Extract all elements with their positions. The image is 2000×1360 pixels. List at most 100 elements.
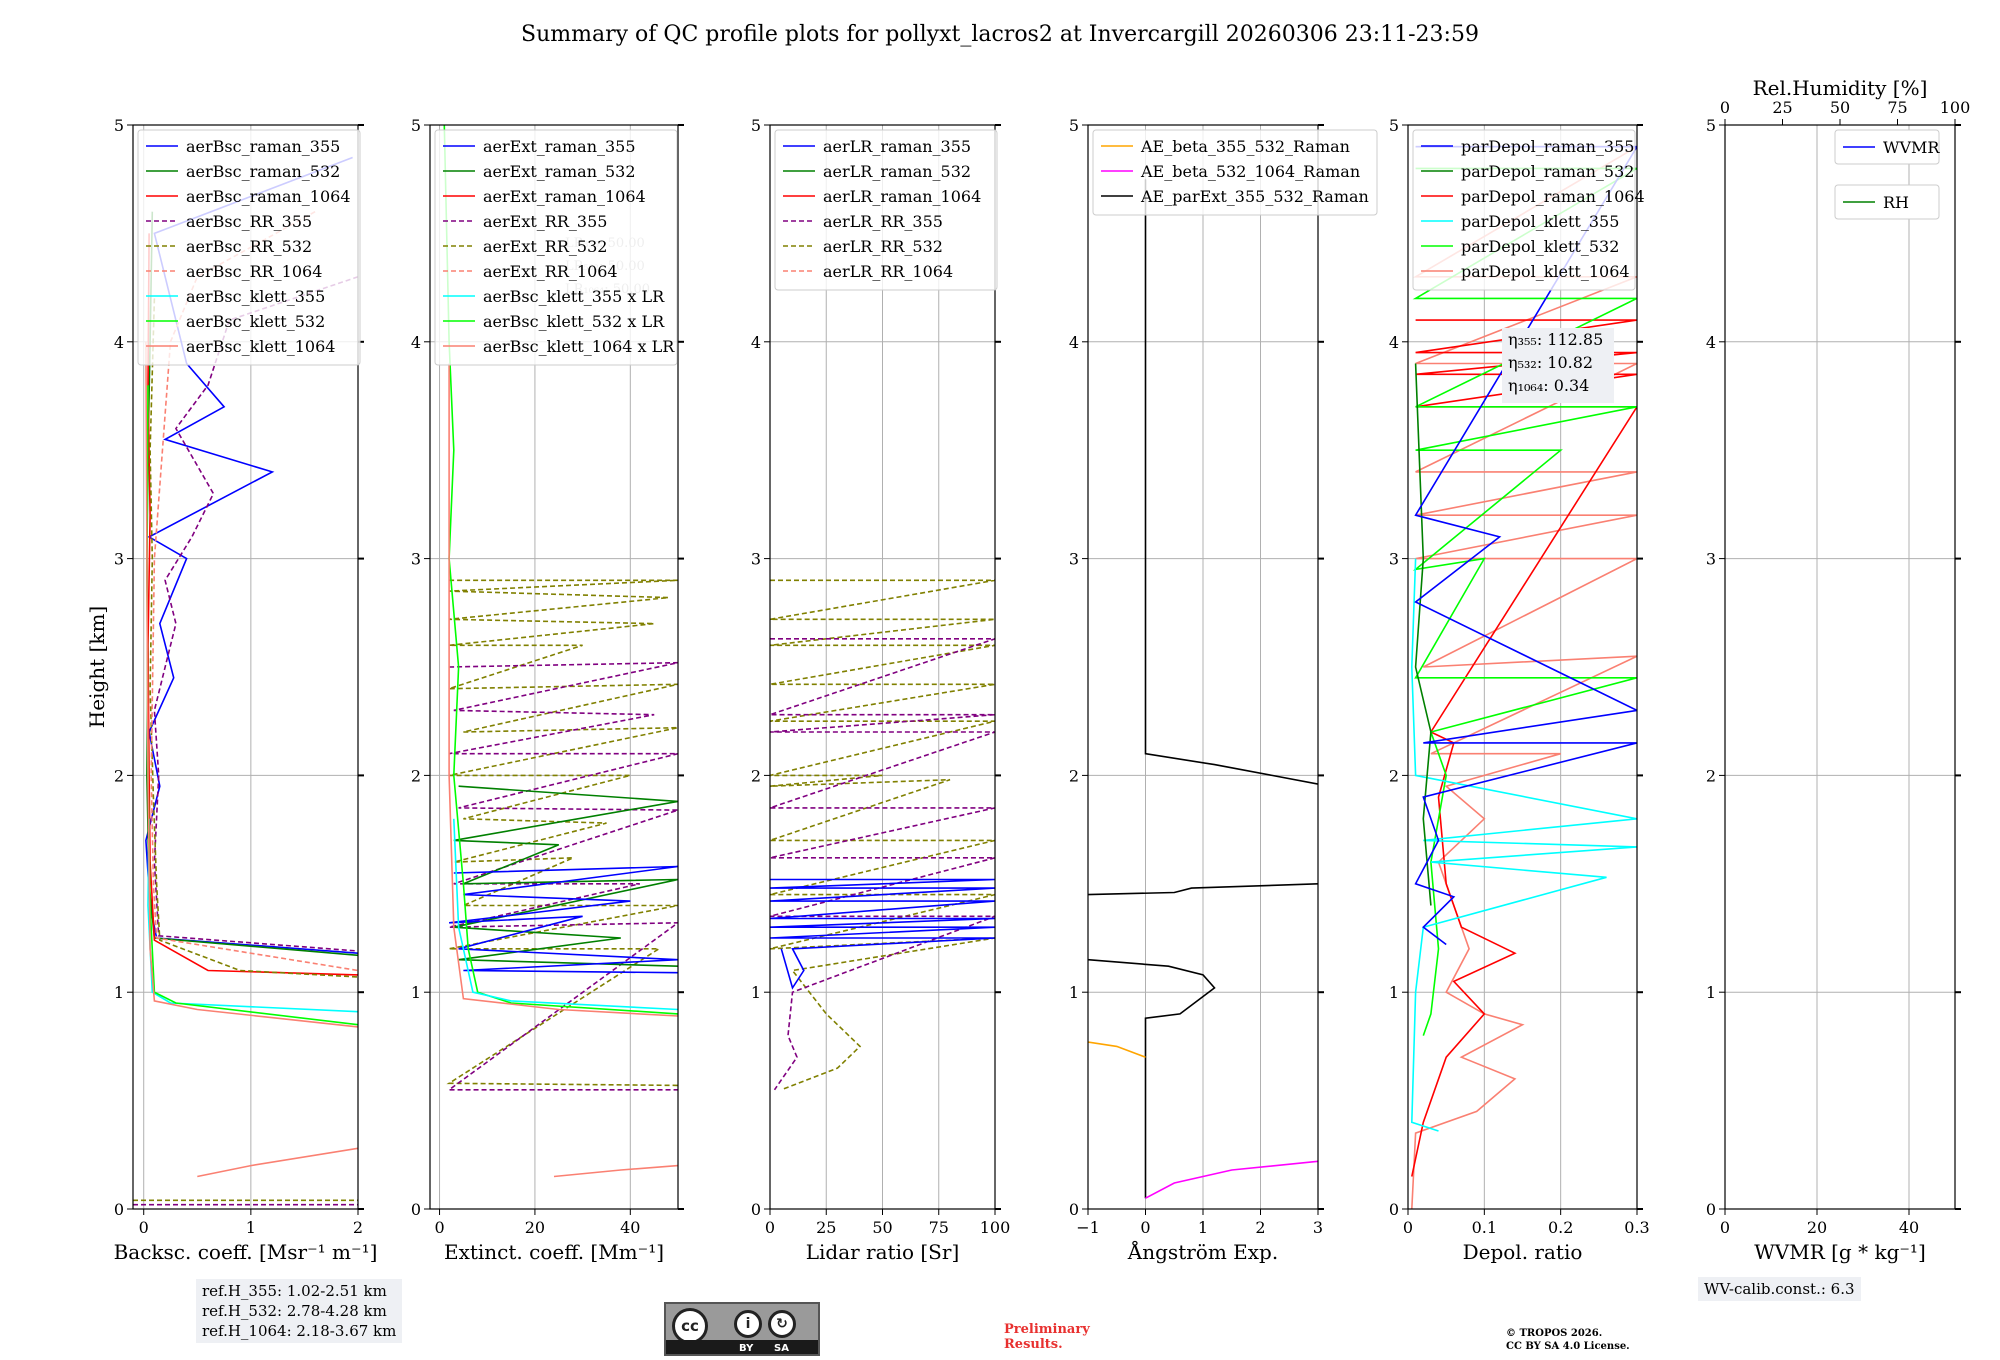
- legend: aerLR_raman_355 aerLR_raman_532 aerLR_rama…: [774, 129, 998, 291]
- legend-label: parDepol_raman_1064: [1461, 187, 1645, 206]
- x-tick-label: 100: [980, 1218, 1011, 1237]
- copyright-line-1: © TROPOS 2026.: [1506, 1328, 1603, 1339]
- x-tick-label: 0: [1720, 1218, 1730, 1237]
- legend-label: aerExt_raman_1064: [483, 187, 646, 206]
- legend-box: [434, 129, 678, 366]
- series-aerExt_RR_532: [446, 579, 678, 1087]
- ref-height-355: ref.H_355: 1.02-2.51 km: [202, 1282, 387, 1300]
- panel-water_vapor: 0 20 40 0 1 2 3 4 5 WVMR [g * kg⁻¹] 0 25 50 75 100 Rel.…: [1706, 76, 1970, 1264]
- y-tick-label: 3: [411, 550, 421, 569]
- legend-label: aerLR_RR_532: [823, 237, 943, 256]
- copyright-note: © TROPOS 2026. CC BY SA 4.0 License.: [1506, 1327, 1630, 1353]
- series-aerBsc_klett_1064_low: [197, 1147, 358, 1178]
- x-tick-label: 40: [1899, 1218, 1919, 1237]
- y-tick-label: 0: [1706, 1200, 1716, 1219]
- legend: parDepol_raman_355 parDepol_raman_532 parD…: [1412, 129, 1645, 291]
- y-tick-label: 5: [411, 116, 421, 135]
- y-tick-label: 1: [1389, 983, 1399, 1002]
- x-tick-label: 25: [816, 1218, 836, 1237]
- series-aerExt_raman_532: [453, 785, 678, 967]
- series-parDepol_raman_355: [1414, 145, 1637, 946]
- legend-label: aerBsc_klett_355: [186, 287, 325, 306]
- top-tick-label: 50: [1830, 98, 1850, 117]
- legend-label: aerBsc_RR_355: [186, 212, 312, 231]
- x-tick-label: 0: [765, 1218, 775, 1237]
- legend-label: aerBsc_raman_355: [186, 137, 340, 156]
- legend-label: aerBsc_klett_1064: [186, 337, 335, 356]
- y-tick-label: 0: [411, 1200, 421, 1219]
- series-parDepol_raman_532: [1414, 363, 1432, 906]
- series-aerBsc_klett_1064 x LR: [448, 363, 678, 1017]
- series-aerExt_raman_355: [449, 865, 678, 974]
- legend: WVMR RH: [1834, 129, 1940, 220]
- axes-frame: [1407, 124, 1638, 1210]
- x-axis-label: Backsc. coeff. [Msr⁻¹ m⁻¹]: [114, 1240, 378, 1264]
- y-tick-label: 3: [114, 550, 124, 569]
- x-tick-label: 1: [246, 1218, 256, 1237]
- y-tick-label: 5: [114, 116, 124, 135]
- legend-label: parDepol_klett_1064: [1461, 262, 1630, 281]
- y-tick-label: 5: [751, 116, 761, 135]
- legend-label: AE_beta_355_532_Raman: [1140, 137, 1350, 156]
- y-tick-label: 3: [1389, 550, 1399, 569]
- y-tick-label: 0: [751, 1200, 761, 1219]
- y-tick-label: 0: [1069, 1200, 1079, 1219]
- y-tick-label: 2: [411, 766, 421, 785]
- legend-label: aerExt_raman_355: [483, 137, 636, 156]
- series-parDepol_klett_355: [1410, 558, 1637, 1132]
- annotation-box: η₃₅₅: 112.85 η₅₃₂: 10.82 η₁₀₆₄: 0.34: [1502, 328, 1614, 403]
- x-axis-label: Extinct. coeff. [Mm⁻¹]: [444, 1240, 664, 1264]
- legend-label: parDepol_klett_355: [1461, 212, 1619, 231]
- series-aerBsc_raman_1064: [147, 233, 358, 976]
- x-tick-label: −1: [1076, 1218, 1100, 1237]
- series-group: [1088, 179, 1318, 1199]
- series-aerLR_RR_355: [770, 637, 995, 1091]
- x-tick-label: 3: [1313, 1218, 1323, 1237]
- y-tick-label: 1: [411, 983, 421, 1002]
- share-alike-icon: ↻: [768, 1310, 796, 1338]
- annotation-text: η₅₃₂: 10.82: [1508, 353, 1593, 372]
- y-tick-label: 2: [1069, 766, 1079, 785]
- annotation-bg: [1502, 328, 1614, 403]
- top-tick-label: 75: [1887, 98, 1907, 117]
- attribution-icon: i: [734, 1310, 762, 1338]
- series-AE_parExt_355_532_Raman: [1144, 179, 1318, 785]
- y-tick-label: 1: [1069, 983, 1079, 1002]
- panel-lidar_ratio: 0 25 50 75 100 0 1 2 3 4 5 Lidar ratio [Sr] aerLR_ra…: [751, 116, 1010, 1264]
- axes-frame: [132, 124, 359, 1210]
- legend-label: aerLR_RR_1064: [823, 262, 953, 281]
- panel-backscatter: 0 1 2 0 1 2 3 4 5 Backsc. coeff. [Msr⁻¹ m⁻¹] Heigh…: [85, 116, 377, 1264]
- y-tick-label: 1: [751, 983, 761, 1002]
- wv-calib-constant: WV-calib.const.: 6.3: [1704, 1280, 1855, 1298]
- legend-box: [137, 129, 361, 366]
- legend-label: parDepol_raman_532: [1461, 162, 1634, 181]
- legend-label: aerExt_RR_532: [483, 237, 607, 256]
- x-tick-label: 0.3: [1624, 1218, 1649, 1237]
- y-tick-label: 1: [114, 983, 124, 1002]
- legend-box: [1834, 129, 1940, 165]
- axes-frame: [429, 124, 679, 1210]
- legend-label: aerBsc_klett_532 x LR: [483, 312, 665, 331]
- legend-box: [774, 129, 998, 291]
- ref-height-1064: ref.H_1064: 2.18-3.67 km: [202, 1322, 397, 1340]
- preliminary-line-1: Preliminary: [1004, 1322, 1090, 1337]
- series-AE_parExt_355_532_Raman_mid: [1088, 883, 1318, 896]
- series-aerBsc_RR_355: [153, 276, 358, 952]
- axes-frame: [1724, 124, 1956, 1210]
- top-tick-label: 25: [1772, 98, 1792, 117]
- y-tick-label: 4: [1069, 333, 1079, 352]
- series-aerBsc_klett_1064 x LR_low: [553, 1164, 678, 1178]
- x-tick-label: 0.2: [1548, 1218, 1573, 1237]
- series-AE_beta_355_532_Raman: [1088, 1041, 1146, 1058]
- cc-license-badge: cc i ↻ BY SA: [664, 1302, 820, 1356]
- series-aerBsc_RR_532: [149, 298, 358, 978]
- legend-label: aerBsc_klett_532: [186, 312, 325, 331]
- y-tick-label: 4: [114, 333, 124, 352]
- y-tick-label: 5: [1069, 116, 1079, 135]
- legend-label: aerLR_raman_1064: [823, 187, 981, 206]
- legend-label: parDepol_klett_532: [1461, 237, 1619, 256]
- x-tick-label: 0: [139, 1218, 149, 1237]
